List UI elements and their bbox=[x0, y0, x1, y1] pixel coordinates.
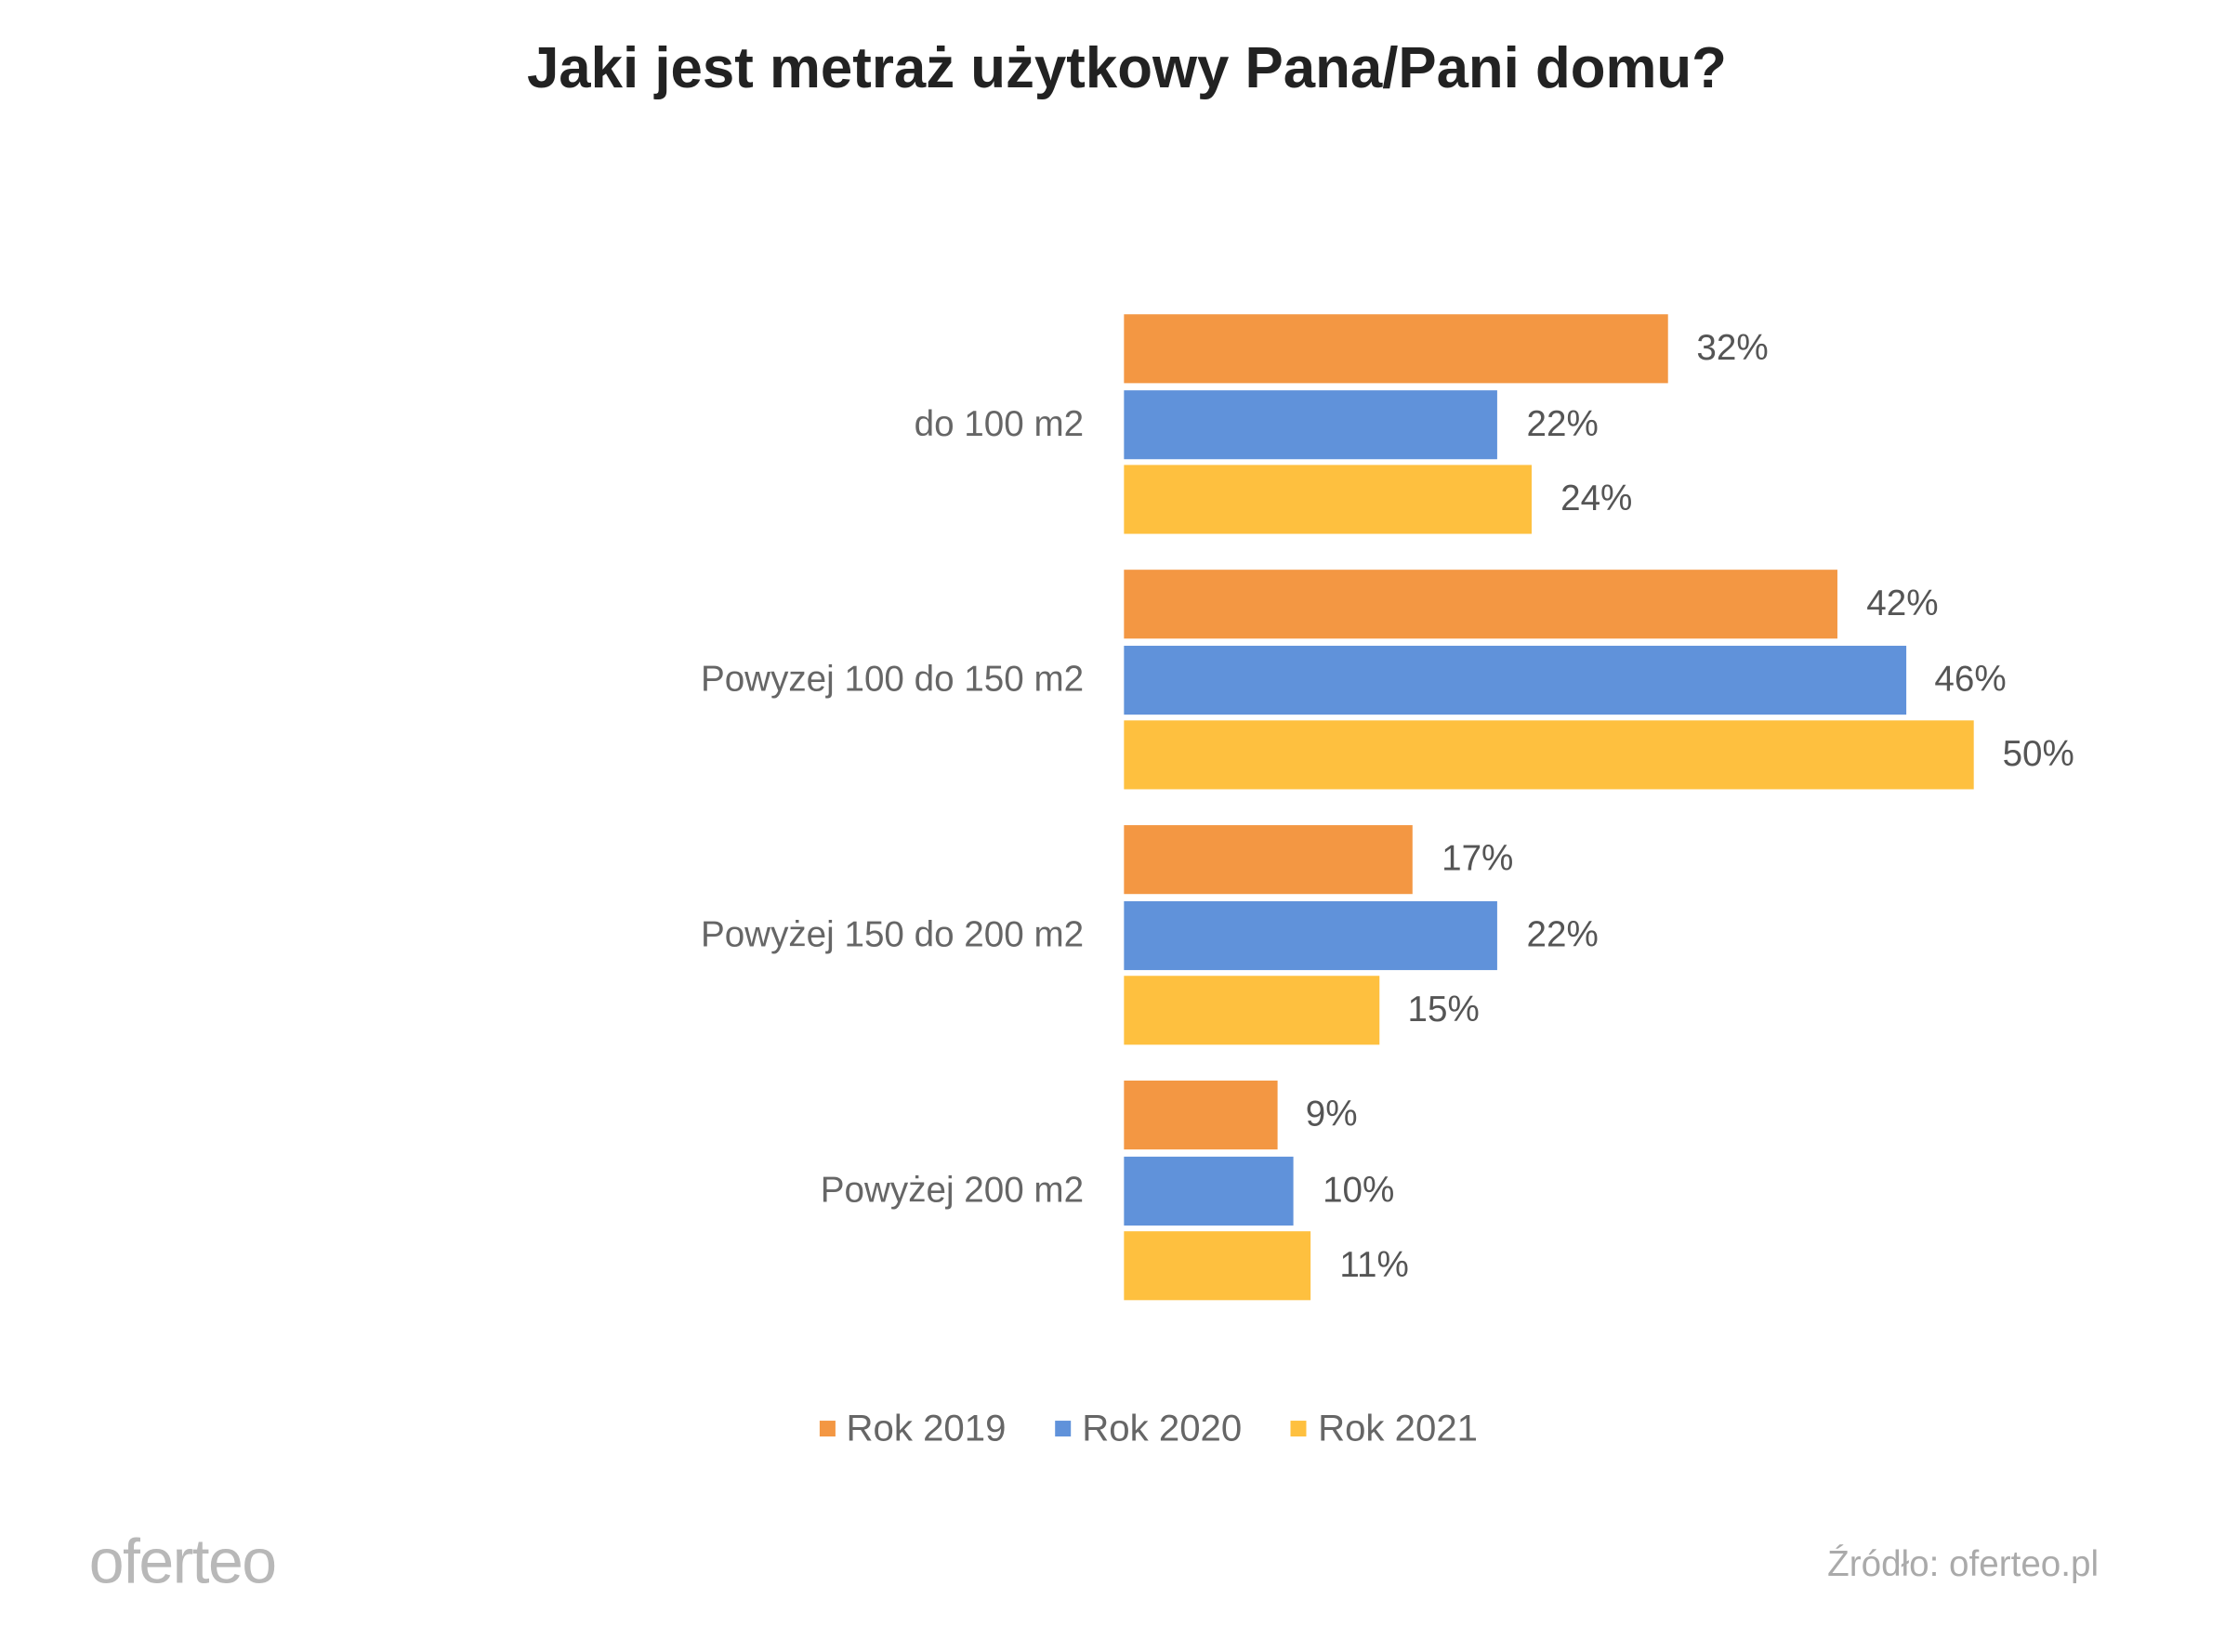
bar bbox=[1124, 570, 1838, 639]
category-label: Powyzej 100 do 150 m2 bbox=[700, 658, 1085, 700]
category-label: Powyżej 150 do 200 m2 bbox=[700, 913, 1085, 955]
data-label: 10% bbox=[1323, 1169, 1395, 1211]
legend-label: Rok 2021 bbox=[1318, 1406, 1479, 1449]
legend-label: Rok 2019 bbox=[846, 1406, 1007, 1449]
data-label: 22% bbox=[1526, 913, 1599, 955]
oferteo-logo: oferteo bbox=[88, 1527, 277, 1598]
legend-swatch bbox=[1290, 1421, 1307, 1437]
data-label: 15% bbox=[1407, 989, 1480, 1030]
data-label: 42% bbox=[1866, 583, 1939, 624]
data-label: 22% bbox=[1526, 403, 1599, 444]
category-label: Powyżej 200 m2 bbox=[820, 1169, 1085, 1211]
bar bbox=[1124, 1081, 1277, 1150]
bar bbox=[1124, 825, 1414, 895]
data-label: 46% bbox=[1934, 658, 2007, 700]
bar bbox=[1124, 645, 1906, 715]
source-note: Źródło: oferteo.pl bbox=[1827, 1543, 2100, 1585]
legend-item: Rok 2021 bbox=[1290, 1406, 1479, 1451]
data-label: 9% bbox=[1305, 1094, 1358, 1134]
data-label: 24% bbox=[1560, 479, 1633, 519]
chart-title: Jaki jest metraż użytkowy Pana/Pani domu… bbox=[526, 37, 1727, 101]
data-label: 17% bbox=[1442, 838, 1514, 880]
bar bbox=[1124, 465, 1533, 534]
legend-item: Rok 2020 bbox=[1054, 1406, 1243, 1451]
legend-swatch bbox=[819, 1421, 836, 1437]
bar bbox=[1124, 720, 1974, 790]
legend-swatch bbox=[1054, 1421, 1071, 1437]
legend-item: Rok 2019 bbox=[819, 1407, 1006, 1451]
data-label: 50% bbox=[2002, 734, 2074, 775]
bar bbox=[1124, 314, 1668, 384]
legend-label: Rok 2020 bbox=[1082, 1406, 1243, 1449]
bar bbox=[1124, 900, 1498, 970]
legend: Rok 2019 Rok 2020 Rok 2021 bbox=[0, 1407, 2225, 1451]
data-label: 11% bbox=[1339, 1244, 1409, 1286]
category-label: do 100 m2 bbox=[914, 403, 1085, 444]
bar bbox=[1124, 976, 1379, 1045]
bar bbox=[1124, 1231, 1311, 1301]
data-label: 32% bbox=[1696, 327, 1769, 369]
bar bbox=[1124, 1156, 1295, 1226]
bar bbox=[1124, 389, 1498, 459]
